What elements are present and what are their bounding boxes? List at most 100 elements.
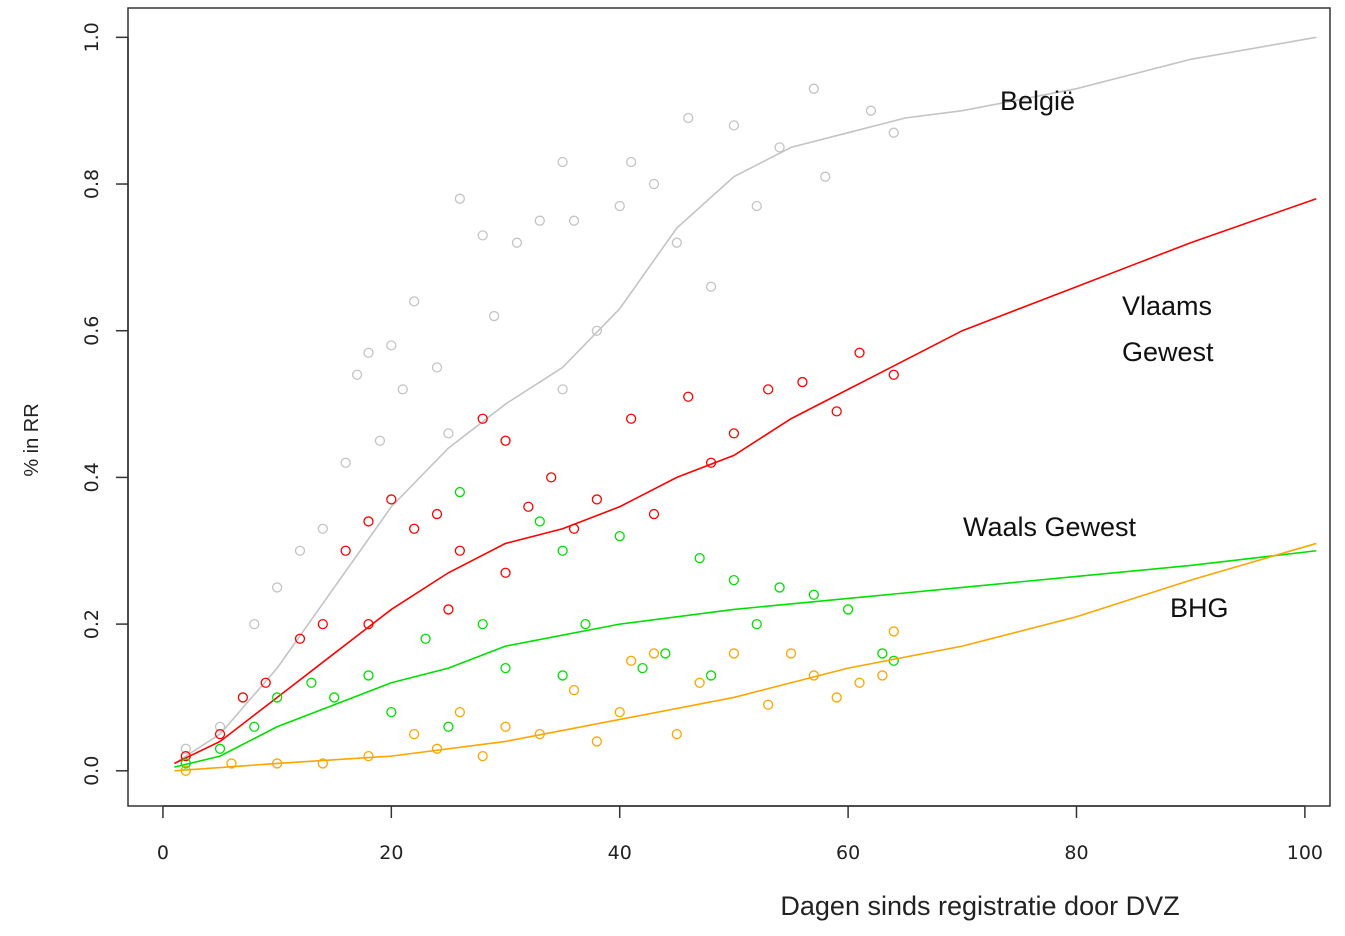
point [705, 670, 717, 681]
point [329, 692, 340, 703]
point [568, 684, 580, 696]
point [511, 237, 523, 248]
point [317, 523, 328, 534]
point [443, 428, 454, 439]
point [477, 413, 488, 424]
point [877, 648, 888, 659]
point [249, 721, 260, 732]
annotation: België [1000, 86, 1076, 116]
point [614, 530, 625, 542]
point [409, 523, 420, 534]
point [865, 105, 877, 116]
annotation: BHG [1170, 593, 1229, 623]
y-axis-title: % in RR [21, 403, 43, 476]
point [854, 347, 865, 358]
point [260, 677, 271, 688]
point [808, 589, 819, 600]
point [317, 758, 328, 769]
point [477, 750, 488, 762]
point [431, 508, 443, 520]
trend-line [173, 36, 1317, 765]
point [488, 310, 500, 322]
point [774, 582, 785, 593]
x-tick-label: 100 [1287, 842, 1323, 864]
point [443, 604, 454, 615]
point [214, 743, 226, 754]
point [431, 362, 443, 373]
point [648, 178, 660, 190]
point [454, 706, 465, 718]
point [751, 618, 762, 630]
point [477, 618, 488, 630]
y-tick-label: 0.6 [81, 316, 103, 346]
point [785, 648, 797, 659]
point [534, 215, 545, 226]
trend-line [174, 197, 1317, 765]
x-tick-label: 20 [379, 842, 403, 864]
point [842, 604, 854, 615]
point [763, 699, 774, 710]
point [683, 112, 694, 124]
point [363, 347, 374, 358]
point [317, 618, 328, 630]
x-axis-title: Dagen sinds registratie door DVZ [780, 891, 1179, 921]
point [683, 391, 694, 402]
point [237, 692, 249, 703]
point [694, 552, 705, 564]
point [363, 516, 374, 527]
point [694, 677, 705, 688]
point [751, 200, 762, 212]
point [614, 706, 625, 718]
y-tick-label: 1.0 [81, 22, 103, 52]
point [557, 384, 568, 395]
point [591, 494, 603, 505]
point [648, 508, 660, 520]
point [728, 120, 740, 131]
y-tick-label: 0.0 [81, 756, 103, 786]
x-tick-label: 60 [836, 842, 860, 864]
point [728, 428, 740, 439]
point [500, 435, 511, 446]
point [877, 670, 888, 681]
point [820, 171, 831, 182]
point [500, 721, 511, 732]
point [214, 728, 226, 740]
point [397, 384, 408, 395]
point [386, 340, 397, 351]
point [409, 296, 420, 307]
point [386, 494, 397, 505]
point [443, 721, 454, 732]
point [557, 545, 568, 556]
y-tick-label: 0.4 [81, 462, 103, 492]
point [271, 692, 283, 703]
point [409, 728, 420, 740]
point [180, 743, 191, 754]
point [888, 655, 899, 666]
point [500, 662, 511, 674]
annotation: Waals Gewest [963, 512, 1137, 542]
point [420, 633, 431, 644]
y-tick-label: 0.2 [81, 609, 103, 639]
point [477, 230, 488, 241]
point [774, 142, 785, 153]
point [888, 369, 899, 380]
point [431, 743, 443, 754]
point [888, 127, 899, 138]
point [454, 486, 465, 498]
point [625, 156, 637, 168]
point [591, 736, 603, 747]
point [306, 677, 317, 688]
point [637, 662, 648, 674]
point [454, 545, 465, 556]
point [294, 545, 306, 556]
point [363, 670, 374, 681]
trend-line [174, 549, 1317, 768]
point [546, 472, 557, 483]
x-tick-label: 0 [157, 842, 169, 864]
point [831, 692, 842, 703]
point [454, 193, 465, 204]
point [888, 626, 899, 637]
point [648, 648, 660, 659]
point [625, 655, 637, 666]
y-tick-label: 0.8 [81, 169, 103, 199]
